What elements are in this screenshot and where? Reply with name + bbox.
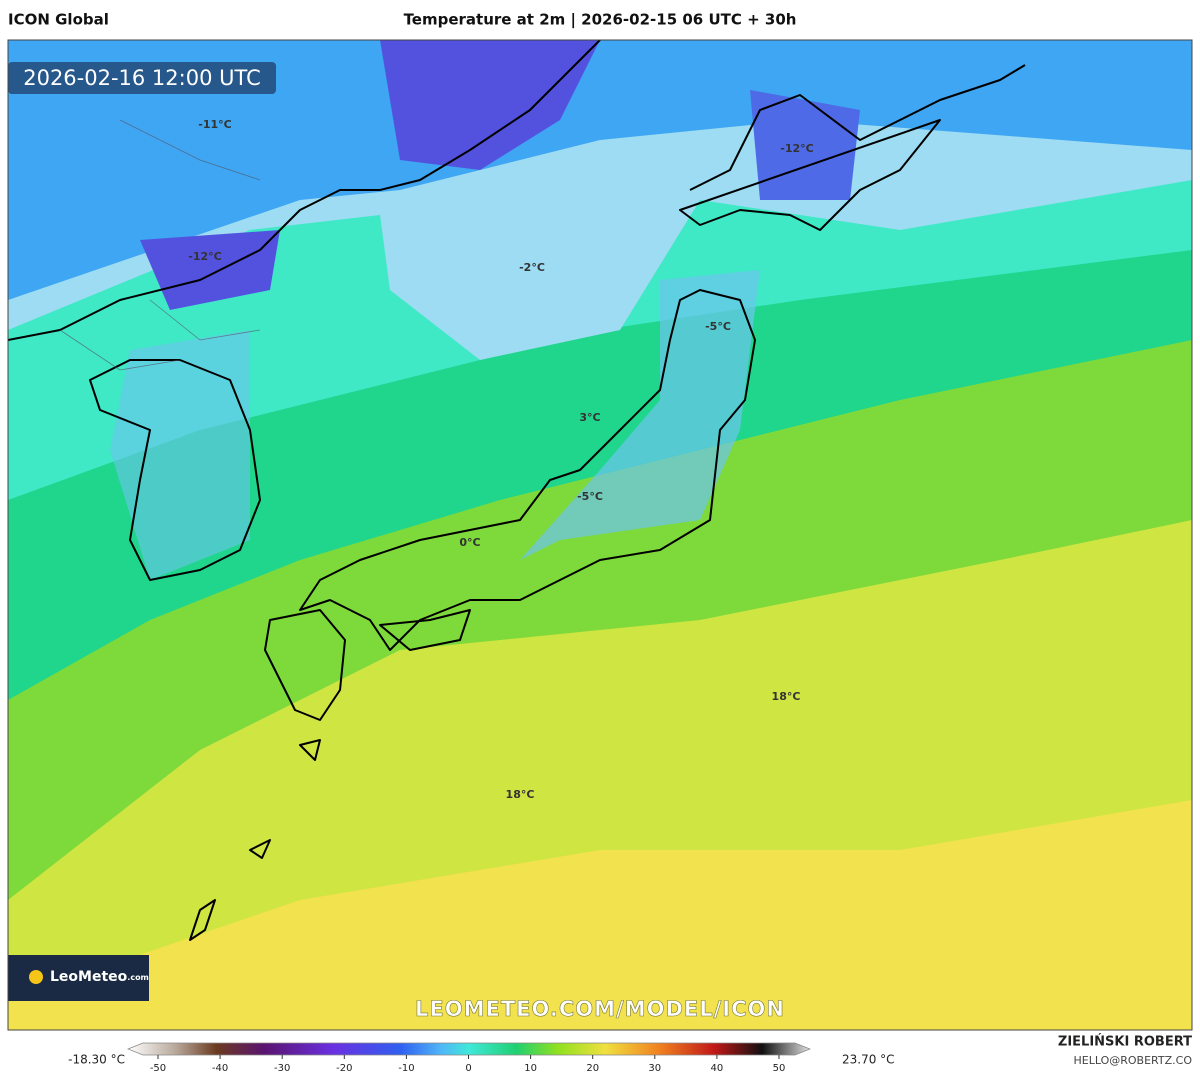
field-dark-blue xyxy=(380,40,600,170)
watermark: LEOMETEO.COM/MODEL/ICON xyxy=(415,997,785,1021)
colorbar-min: -18.30 °C xyxy=(68,1053,125,1067)
country-borders xyxy=(59,119,261,371)
field-korea xyxy=(110,330,250,580)
map-labels: -11°C -12°C -2°C -12°C -5°C 3°C -5°C 0°C 18°C 18°… xyxy=(188,118,813,801)
coastline-shikoku xyxy=(379,609,471,651)
author: ZIELIŃSKI ROBERT xyxy=(1058,1034,1192,1050)
colorbar-max: 23.70 °C xyxy=(842,1053,895,1067)
coastline-korea xyxy=(89,359,261,581)
logo: LeoMeteo.com xyxy=(50,969,149,985)
colorbar-ticks: -50 -40 -30 -20 -10 0 10 20 30 40 50 xyxy=(150,1055,786,1074)
coastline-honshu xyxy=(299,289,756,651)
temperature-label: 18°C xyxy=(506,788,535,801)
valid-time: 2026-02-16 12:00 UTC xyxy=(23,66,261,90)
map-frame xyxy=(7,39,1193,1031)
temperature-label: -2°C xyxy=(519,261,545,274)
temperature-label: -5°C xyxy=(705,320,731,333)
coastline-kyushu xyxy=(264,609,346,721)
temperature-label: 0°C xyxy=(459,536,480,549)
temperature-label: -11°C xyxy=(198,118,231,131)
coastline-mainland xyxy=(8,40,601,341)
colorbar xyxy=(127,1042,811,1056)
colorbar-tick-label: -40 xyxy=(212,1063,228,1074)
email: HELLO@ROBERTZ.CO xyxy=(1074,1054,1193,1067)
temperature-label: -12°C xyxy=(188,250,221,263)
field-dark-blue xyxy=(750,90,860,200)
temperature-label: 3°C xyxy=(579,411,600,424)
field-blue xyxy=(8,40,1192,300)
logo-text: LeoMeteo xyxy=(50,969,128,985)
colorbar-tick-label: -20 xyxy=(336,1063,352,1074)
colorbar-tick-label: 20 xyxy=(586,1063,599,1074)
colorbar-tick-label: 40 xyxy=(711,1063,724,1074)
temperature-label: 18°C xyxy=(772,690,801,703)
valid-time-box xyxy=(8,62,276,94)
coastline-hokkaido xyxy=(679,64,1026,231)
colorbar-tick-label: 30 xyxy=(648,1063,661,1074)
colorbar-tick-label: 0 xyxy=(465,1063,471,1074)
colorbar-tick-label: 50 xyxy=(773,1063,786,1074)
map: 2026-02-16 12:00 UTC -11°C -12°C -2°C -12°C… xyxy=(8,40,1192,1030)
temperature-label: -12°C xyxy=(780,142,813,155)
logo-suffix: .com xyxy=(127,973,149,982)
colorbar-tick-label: -10 xyxy=(398,1063,414,1074)
model-name: ICON Global xyxy=(8,11,109,29)
coastline-islands xyxy=(189,739,321,941)
field-mountains xyxy=(520,270,760,560)
logo-sun xyxy=(29,970,43,984)
colorbar-tick-label: 10 xyxy=(524,1063,537,1074)
colorbar-tick-label: -30 xyxy=(274,1063,290,1074)
map-title: Temperature at 2m | 2026-02-15 06 UTC + … xyxy=(404,11,797,30)
colorbar-tick-label: -50 xyxy=(150,1063,166,1074)
field-dark-blue xyxy=(140,230,280,310)
temperature-label: -5°C xyxy=(577,490,603,503)
